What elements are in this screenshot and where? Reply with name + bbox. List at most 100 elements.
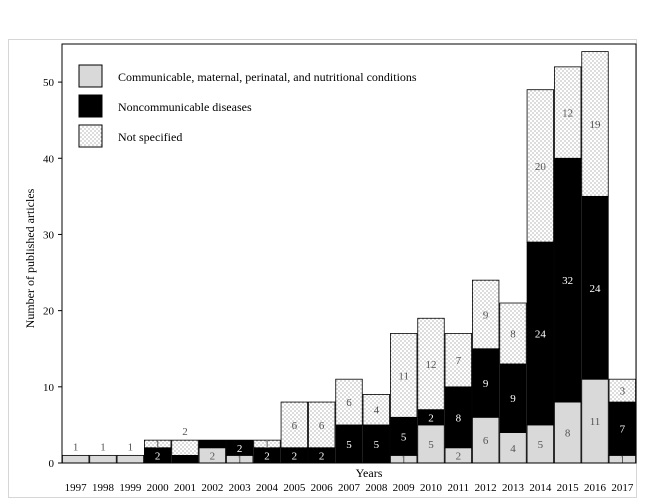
data-label: 2 [155,450,161,462]
bar-segment-2005-s3 [280,401,308,449]
data-label: 5 [374,439,380,451]
bar-segment-2011-s3 [444,333,472,388]
x-tick-label: 1999 [119,482,142,494]
data-label: 2 [319,450,325,462]
x-tick-label: 2008 [365,482,388,494]
data-label: 8 [456,412,462,424]
bar-segment-2016-s3 [581,51,609,197]
data-label: 2 [292,450,298,462]
x-tick-label: 2016 [584,482,607,494]
data-label: 4 [510,443,516,455]
data-label: 5 [428,439,434,451]
legend-label-3: Not specified [118,130,182,144]
x-tick-label: 1997 [65,482,88,494]
legend-swatch-2 [78,94,103,118]
data-label: 5 [401,431,407,443]
bar-segment-2016-s1 [581,378,609,464]
y-tick-label: 10 [43,382,55,394]
bar-segment-2007-s2 [335,424,363,464]
x-tick-label: 2012 [475,482,497,494]
x-tick-label: 2002 [201,482,223,494]
x-tick-label: 2004 [256,482,279,494]
data-label: 11 [590,416,601,428]
data-label: 11 [398,370,409,382]
x-tick-label: 2007 [338,482,361,494]
data-label-top: 2 [182,426,188,438]
bar-segment-2011-s2 [444,386,472,449]
data-label: 24 [590,283,602,295]
bar-segment-2007-s3 [335,378,363,426]
y-tick-label: 20 [43,306,55,318]
legend-swatch-3 [78,124,103,148]
bar-segment-2000-s3 [144,439,172,449]
x-tick-label: 2014 [529,482,552,494]
data-label: 4 [374,405,380,417]
bar-segment-2003-s2 [226,439,254,456]
x-tick-label: 2013 [502,482,525,494]
bar-segment-2015-s3 [554,66,582,159]
x-tick-label: 2015 [557,482,580,494]
x-tick-label: 2006 [311,482,334,494]
data-label: 1 [237,454,243,466]
data-label: 20 [535,161,547,173]
x-tick-label: 2017 [611,482,634,494]
data-label-top: 1 [100,441,106,453]
data-label: 6 [346,397,352,409]
y-tick-label: 40 [43,153,55,165]
data-label: 2 [237,443,243,455]
data-label: 32 [562,275,573,287]
data-label: 1 [401,454,407,466]
bar-segment-1997-s1 [62,454,90,464]
x-tick-label: 2011 [448,482,470,494]
bar-segment-2014-s2 [526,241,554,426]
y-tick-label: 50 [43,77,55,89]
data-label: 9 [483,309,489,321]
legend-label-1: Communicable, maternal, perinatal, and n… [118,70,417,84]
data-label: 9 [483,378,489,390]
data-label: 5 [538,439,544,451]
data-label: 8 [510,328,516,340]
bar-segment-2006-s3 [308,401,336,449]
y-tick-label: 0 [49,458,55,470]
x-tick-label: 2000 [147,482,170,494]
bar-segment-2004-s3 [253,439,281,449]
legend-label-2: Noncommunicable diseases [118,100,252,114]
y-axis-title: Number of published articles [23,188,37,328]
bar-segment-2012-s3 [472,279,500,350]
bar-segment-2014-s1 [526,424,554,464]
data-label: 6 [319,420,325,432]
data-label-top: 1 [128,441,134,453]
x-tick-label: 2005 [283,482,306,494]
data-label: 2 [428,412,434,424]
data-label: 8 [565,428,571,440]
data-label: 12 [426,359,437,371]
bar-segment-2001-s3 [171,439,199,456]
data-label: 6 [483,435,489,447]
data-label: 24 [535,328,547,340]
x-tick-label: 2003 [229,482,252,494]
bar-segment-2013-s2 [499,363,527,433]
data-label: 6 [292,420,298,432]
bar-segment-2002-s2 [198,439,226,449]
data-label: 1 [264,439,270,451]
bar-segment-2012-s1 [472,416,500,464]
bar-segment-2016-s2 [581,195,609,380]
bar-segment-2010-s3 [417,317,445,411]
data-label: 2 [456,450,462,462]
data-label: 2 [210,450,216,462]
bar-segment-2013-s3 [499,302,527,365]
data-label: 1 [155,439,161,451]
bar-segment-1998-s1 [89,454,117,464]
data-label: 7 [620,424,626,436]
bar-segment-2015-s2 [554,157,582,403]
bar-segment-2001-s2 [171,454,199,464]
data-label: 3 [620,386,626,398]
y-tick-label: 30 [43,229,55,241]
legend-swatch-1 [78,64,103,88]
bar-segment-1999-s1 [116,454,144,464]
data-label: 9 [510,393,516,405]
bar-segment-2012-s2 [472,348,500,418]
data-label: 12 [562,108,573,120]
data-label: 19 [590,119,602,131]
